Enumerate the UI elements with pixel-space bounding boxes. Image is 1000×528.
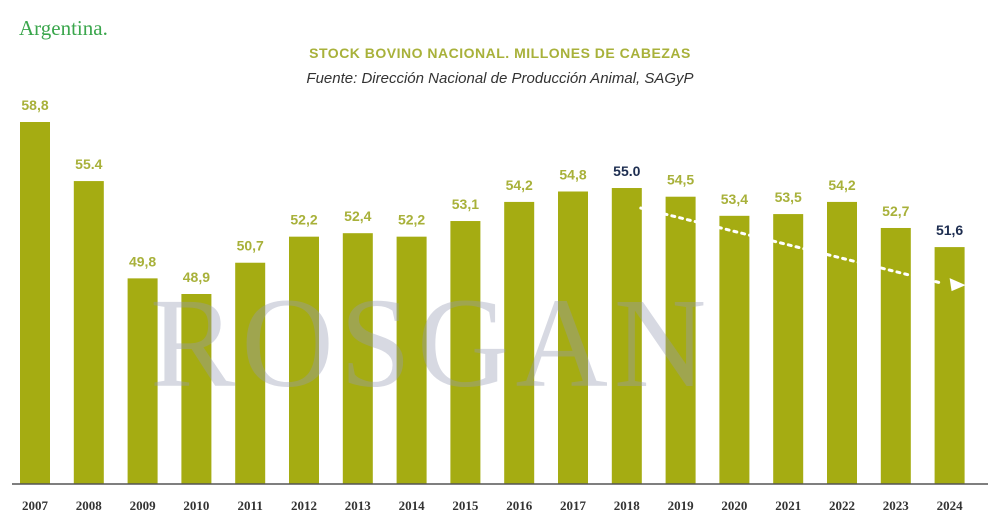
value-label-2024: 51,6 — [936, 222, 963, 238]
x-tick-label-2011: 2011 — [238, 498, 263, 513]
country-label: Argentina. — [19, 16, 108, 40]
x-tick-label-2013: 2013 — [345, 498, 372, 513]
value-label-2015: 53,1 — [452, 196, 479, 212]
x-tick-label-2009: 2009 — [130, 498, 157, 513]
bar-2017 — [558, 191, 588, 485]
value-label-2018: 55.0 — [613, 163, 640, 179]
trend-line — [639, 206, 966, 292]
x-tick-label-2022: 2022 — [829, 498, 855, 513]
x-tick-label-2016: 2016 — [506, 498, 533, 513]
x-tick-label-2015: 2015 — [452, 498, 479, 513]
chart-title: STOCK BOVINO NACIONAL. MILLONES DE CABEZ… — [309, 45, 691, 61]
value-label-2023: 52,7 — [882, 203, 909, 219]
bar-2010 — [181, 294, 212, 484]
bar-2011 — [235, 262, 266, 484]
value-label-2014: 52,2 — [398, 212, 425, 228]
value-label-2011: 50,7 — [237, 238, 264, 254]
bar-2012 — [289, 236, 319, 484]
x-tick-label-2024: 2024 — [937, 498, 964, 513]
bar-2023 — [880, 227, 911, 484]
value-label-2008: 55.4 — [75, 156, 102, 172]
bar-2020 — [719, 215, 750, 484]
bar-2014 — [396, 236, 427, 484]
value-label-2009: 49,8 — [129, 253, 156, 269]
x-tick-label-2023: 2023 — [883, 498, 910, 513]
bar-2019 — [665, 196, 696, 484]
value-label-2017: 54,8 — [559, 166, 586, 182]
value-label-2010: 48,9 — [183, 269, 210, 285]
x-tick-label-2018: 2018 — [614, 498, 641, 513]
bars-group — [20, 122, 965, 485]
x-tick-label-2017: 2017 — [560, 498, 587, 513]
bar-2009 — [127, 278, 158, 484]
chart-subtitle: Fuente: Dirección Nacional de Producción… — [306, 70, 694, 87]
value-label-2007: 58,8 — [21, 97, 48, 113]
x-tick-label-2014: 2014 — [399, 498, 426, 513]
bar-2016 — [504, 201, 535, 484]
value-labels-group: 58,8 55.4 49,8 48,9 50,7 52,2 52,4 52,2 53,1 54,2… — [21, 97, 963, 285]
value-label-2016: 54,2 — [506, 177, 533, 193]
x-tick-label-2007: 2007 — [22, 498, 49, 513]
trend-dotted-line — [639, 206, 944, 285]
x-tick-label-2020: 2020 — [721, 498, 747, 513]
bar-2013 — [342, 233, 373, 484]
bar-2022 — [827, 201, 857, 484]
trend-arrowhead-icon — [949, 278, 966, 292]
x-tick-label-2010: 2010 — [183, 498, 209, 513]
bar-2015 — [450, 221, 481, 484]
value-label-2022: 54,2 — [828, 177, 855, 193]
value-label-2021: 53,5 — [775, 189, 802, 205]
value-label-2012: 52,2 — [290, 212, 317, 228]
value-label-2013: 52,4 — [344, 208, 371, 224]
x-tick-label-2008: 2008 — [76, 498, 103, 513]
x-tick-labels-group: 2007 2008 2009 2010 2011 2012 2013 2014 2015 2016… — [22, 498, 963, 513]
bar-2008 — [73, 181, 104, 484]
bar-2007 — [20, 122, 50, 484]
value-label-2020: 53,4 — [721, 191, 748, 207]
bar-2018 — [611, 188, 642, 484]
x-tick-label-2021: 2021 — [775, 498, 801, 513]
x-tick-label-2012: 2012 — [291, 498, 317, 513]
value-label-2019: 54,5 — [667, 172, 694, 188]
x-tick-label-2019: 2019 — [668, 498, 695, 513]
bar-2021 — [773, 214, 804, 484]
